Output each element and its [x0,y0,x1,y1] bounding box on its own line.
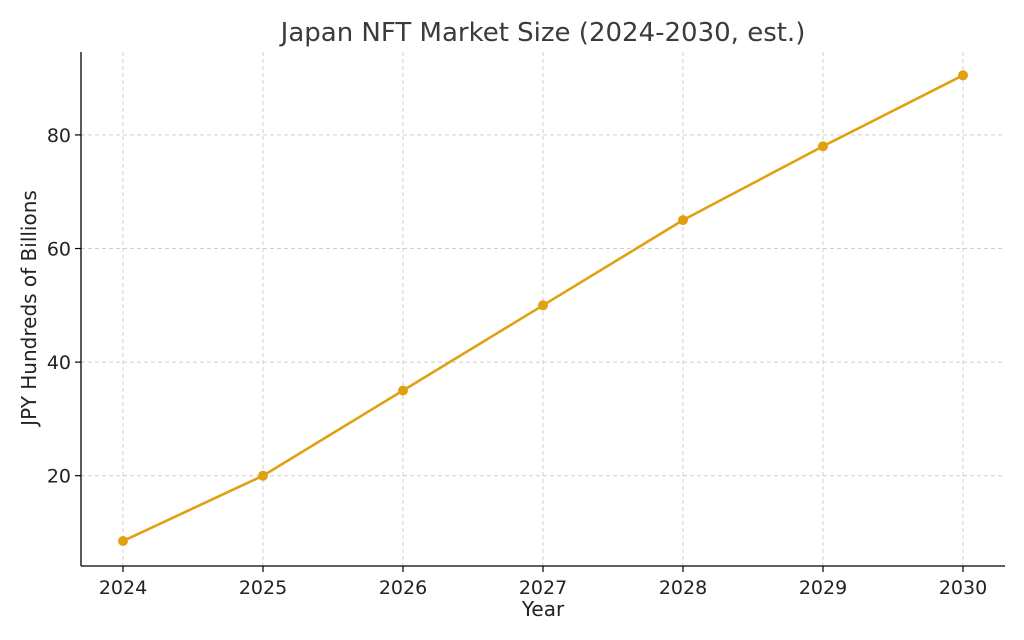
data-point [118,536,128,547]
x-tick-label: 2025 [239,577,287,599]
data-point [818,141,828,152]
y-tick-label: 20 [47,466,71,488]
series [118,70,968,547]
x-tick-label: 2027 [519,577,567,599]
x-axis-label: Year [521,597,565,621]
y-tick-label: 80 [47,125,71,147]
y-tick-label: 60 [47,239,71,261]
x-tick-label: 2026 [379,577,427,599]
data-point [538,300,548,311]
y-axis-ticks: 20 40 60 80 [47,125,81,488]
data-point [958,70,968,81]
x-tick-label: 2024 [99,577,147,599]
x-axis-ticks: 2024 2025 2026 2027 2028 2029 2030 [99,566,987,599]
data-point [398,385,408,396]
data-point [678,215,688,226]
x-tick-label: 2028 [659,577,707,599]
data-point [258,470,268,481]
chart-title: Japan NFT Market Size (2024-2030, est.) [279,18,806,48]
x-tick-label: 2029 [799,577,847,599]
y-axis-label: JPY Hundreds of Billions [17,190,41,428]
x-tick-label: 2030 [939,577,987,599]
y-tick-label: 40 [47,352,71,374]
